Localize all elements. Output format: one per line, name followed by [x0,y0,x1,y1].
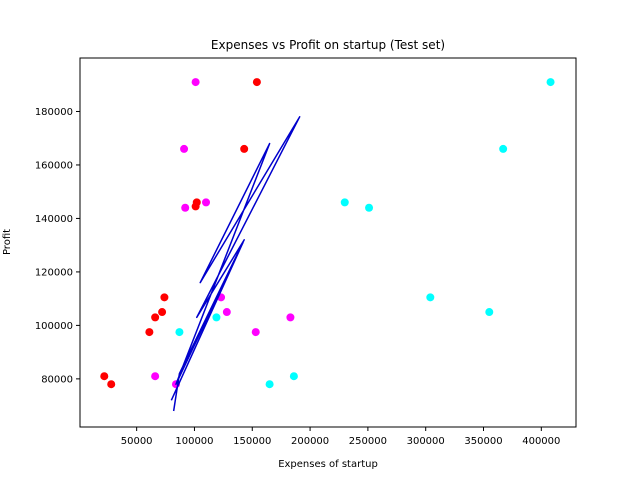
series-2-point-3 [181,203,190,212]
chart-title: Expenses vs Profit on startup (Test set) [211,38,445,52]
series-1-point-3 [289,372,298,381]
series-0-point-0 [100,372,109,381]
y-tick-label-1: 100000 [35,321,73,332]
x-tick-label-5: 300000 [407,436,445,447]
y-axis-label: Profit [2,229,13,255]
x-tick-label-1: 100000 [175,436,213,447]
y-tick-label-4: 160000 [35,160,73,171]
x-tick-label-4: 250000 [349,436,387,447]
y-tick-label-3: 140000 [35,214,73,225]
series-0-point-1 [107,380,116,389]
x-tick-label-2: 150000 [233,436,271,447]
series-2-point-5 [202,198,211,207]
x-tick-label-6: 350000 [464,436,502,447]
series-0-point-8 [240,144,249,153]
x-tick-label-0: 50000 [121,436,153,447]
series-2-point-2 [180,144,189,153]
series-2-point-8 [251,328,260,337]
x-axis-label: Expenses of startup [278,459,378,470]
series-1-point-5 [365,203,374,212]
series-1-point-2 [265,380,274,389]
series-1-point-1 [212,313,221,322]
x-tick-label-3: 200000 [291,436,329,447]
series-1-point-7 [485,308,494,317]
series-0-point-2 [145,328,154,337]
series-1-point-9 [546,78,555,87]
series-layer [100,78,555,412]
series-2-point-0 [151,372,160,381]
x-tick-label-7: 400000 [522,436,560,447]
series-0-point-4 [158,308,167,317]
series-2-point-4 [191,78,200,87]
series-1-point-6 [426,293,435,302]
series-0-point-3 [151,313,160,322]
series-0-point-7 [192,198,201,207]
series-3-line [170,116,301,412]
series-0-point-9 [252,78,261,87]
series-1-point-8 [499,144,508,153]
series-1-point-4 [340,198,349,207]
ticks-layer: 50000 100000 150000 200000 250000 300000 35000… [35,107,561,447]
y-tick-label-2: 120000 [35,267,73,278]
plot-frame [79,57,577,428]
plot-area [80,58,576,427]
y-tick-label-5: 180000 [35,107,73,118]
series-2-point-7 [222,308,231,317]
series-0-point-5 [160,293,169,302]
series-2-point-9 [286,313,295,322]
series-1-point-0 [175,328,184,337]
y-tick-label-0: 80000 [41,374,73,385]
